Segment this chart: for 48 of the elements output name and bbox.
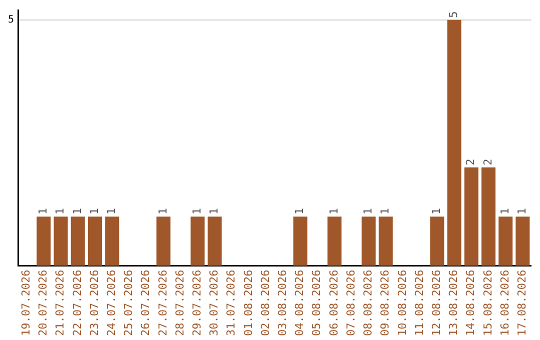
x-tick-label: 24.07.2026 — [104, 270, 118, 336]
data-label: 1 — [516, 208, 529, 215]
data-label: 2 — [481, 158, 494, 166]
x-tick-label: 20.07.2026 — [36, 270, 50, 336]
x-tick-label: 17.08.2026 — [516, 270, 529, 336]
x-tick-label: 01.08.2026 — [242, 270, 255, 336]
x-tick-label: 12.08.2026 — [430, 270, 443, 336]
data-label: 5 — [447, 11, 460, 18]
data-label: 1 — [430, 208, 443, 215]
x-tick-label: 27.07.2026 — [156, 270, 170, 336]
data-label: 1 — [36, 208, 50, 215]
data-label: 2 — [464, 158, 478, 166]
x-tick-label: 02.08.2026 — [258, 270, 272, 336]
data-label: 1 — [293, 208, 306, 215]
x-tick-label: 10.08.2026 — [396, 270, 409, 336]
x-tick-label: 15.08.2026 — [481, 270, 494, 336]
data-label: 1 — [54, 208, 67, 215]
x-tick-label: 14.08.2026 — [464, 270, 478, 336]
x-tick-label: 28.07.2026 — [173, 270, 186, 336]
data-label: 1 — [208, 208, 221, 215]
x-tick-label: 13.08.2026 — [447, 270, 460, 336]
data-label: 1 — [88, 208, 101, 215]
data-label: 1 — [70, 208, 84, 215]
x-tick-label: 03.08.2026 — [276, 270, 290, 336]
x-tick-label: 22.07.2026 — [70, 270, 84, 336]
data-label: 1 — [498, 208, 512, 215]
data-label: 1 — [378, 208, 392, 215]
x-tick-label: 11.08.2026 — [412, 270, 426, 336]
data-label: 1 — [190, 208, 204, 215]
x-tick-label: 08.08.2026 — [362, 270, 375, 336]
x-tick-label: 16.08.2026 — [498, 270, 512, 336]
x-tick-label: 19.07.2026 — [19, 270, 32, 336]
x-tick-label: 31.07.2026 — [224, 270, 238, 336]
x-tick-label: 29.07.2026 — [190, 270, 204, 336]
x-tick-label: 09.08.2026 — [378, 270, 392, 336]
x-tick-label: 23.07.2026 — [88, 270, 101, 336]
x-tick-label: 21.07.2026 — [54, 270, 67, 336]
data-label: 1 — [156, 208, 170, 215]
x-tick-label: 26.07.2026 — [139, 270, 152, 336]
data-label: 1 — [362, 208, 375, 215]
data-label: 1 — [327, 208, 340, 215]
x-tick-label: 05.08.2026 — [310, 270, 324, 336]
x-tick-label: 25.07.2026 — [122, 270, 136, 336]
x-tick-label: 30.07.2026 — [208, 270, 221, 336]
x-tick-label: 04.08.2026 — [293, 270, 306, 336]
x-tick-label: 07.08.2026 — [344, 270, 358, 336]
x-tick-label: 06.08.2026 — [327, 270, 340, 336]
data-label: 1 — [104, 208, 118, 215]
